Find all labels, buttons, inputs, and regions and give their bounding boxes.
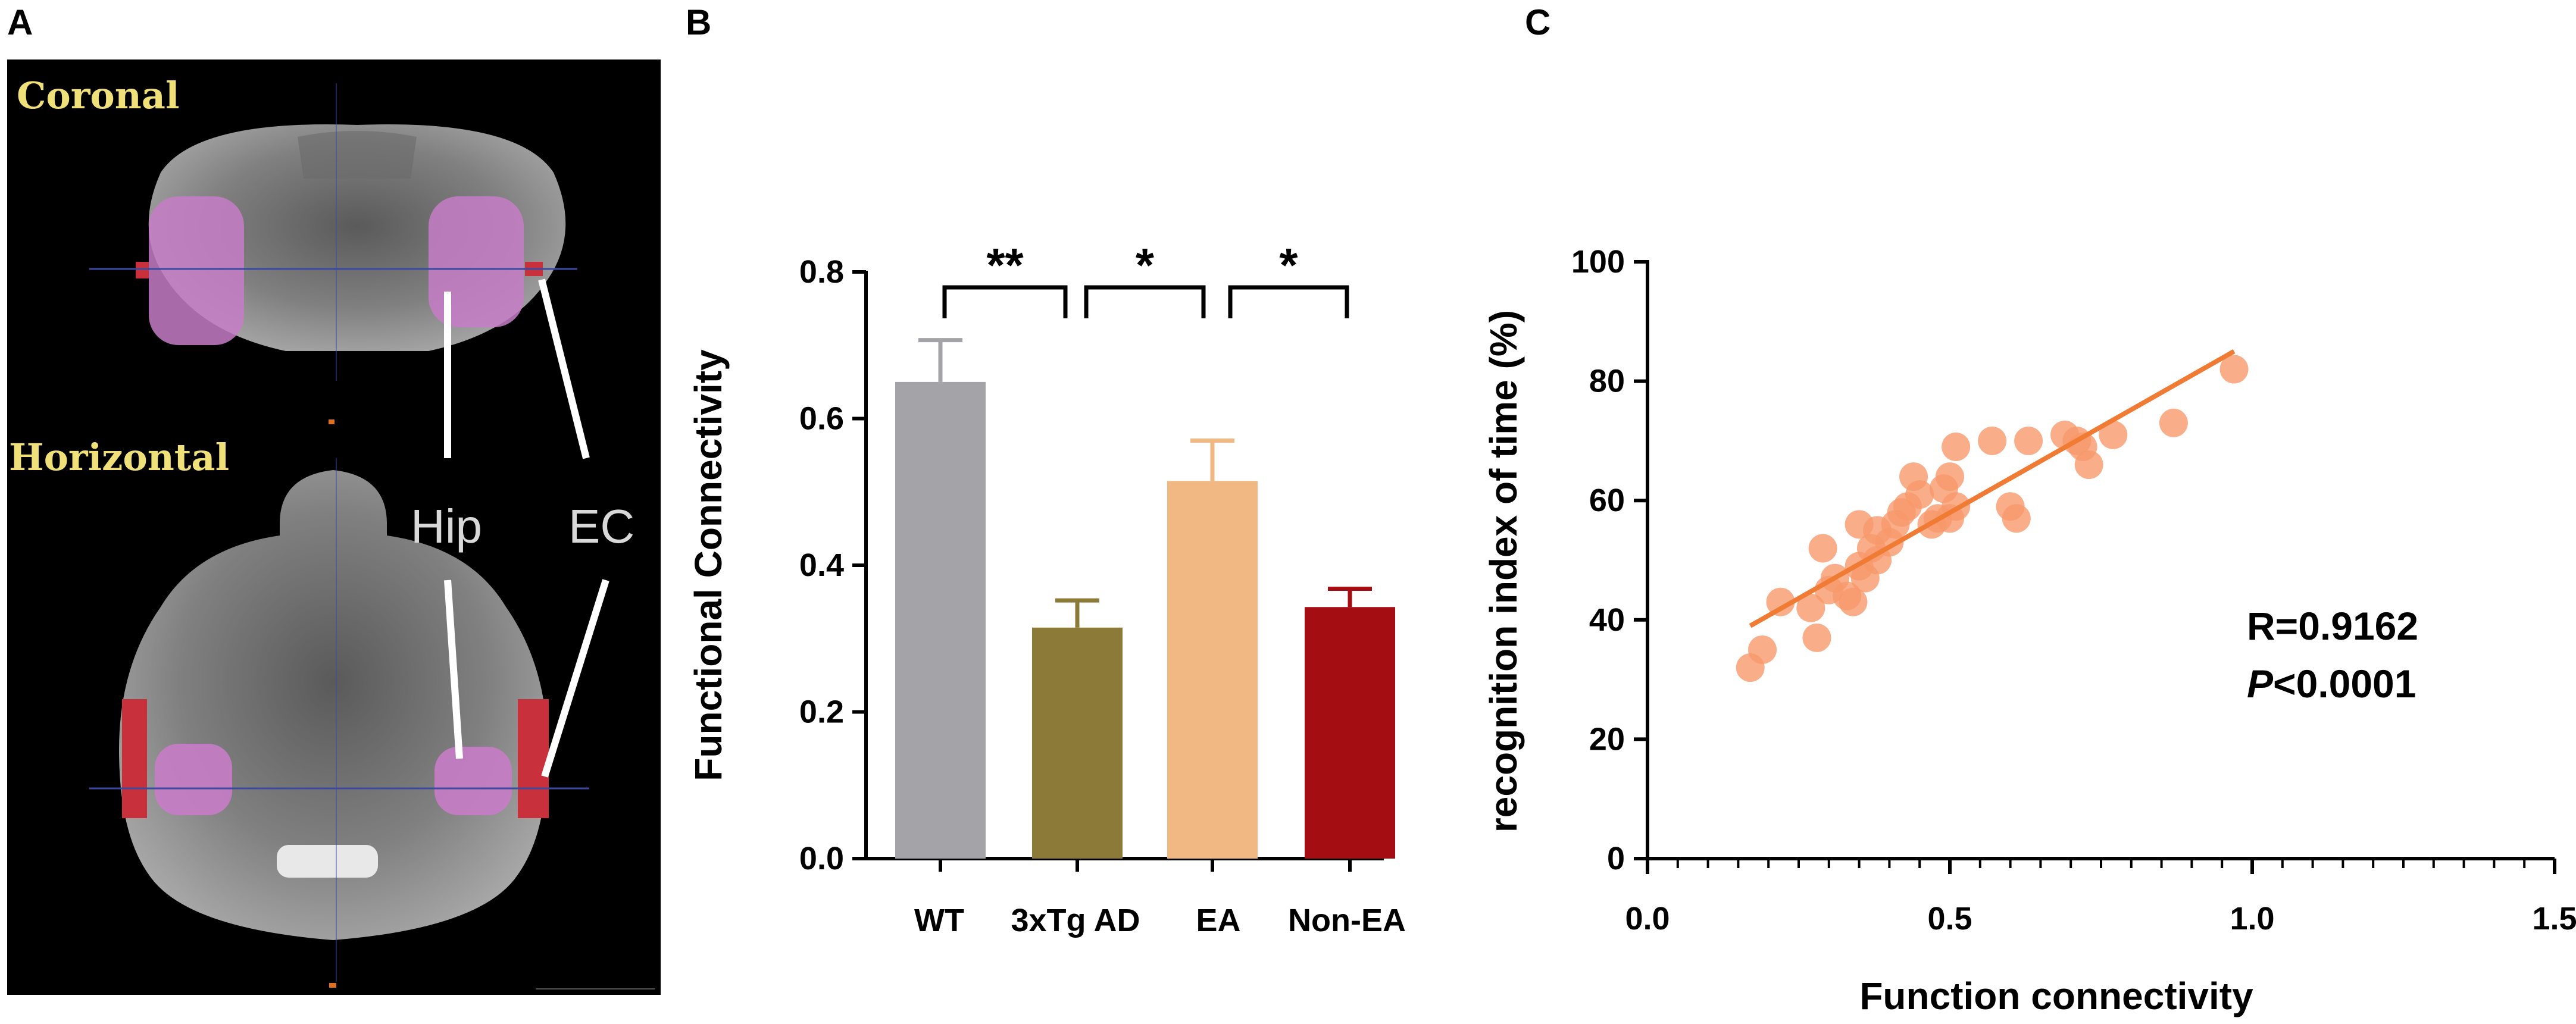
scatter-point: [1936, 462, 1964, 491]
p-value-symbol: P: [2247, 662, 2274, 706]
scatter-point: [1839, 587, 1868, 616]
scatter-point: [1802, 623, 1831, 652]
significance-marker: *: [1279, 239, 1298, 292]
hip-pointer-horizontal: [444, 580, 463, 759]
panel-c-label: C: [1525, 2, 1550, 42]
coronal-ec-left: [136, 262, 149, 278]
scatter-point: [2219, 355, 2249, 384]
horizontal-ec-right: [518, 699, 549, 818]
scatter-y-axis-title: recognition index of time (%): [1482, 310, 1525, 832]
orientation-marker-mid: [329, 419, 334, 424]
regression-line: [1749, 349, 2236, 628]
scatter-point: [1796, 593, 1825, 622]
bar: [895, 381, 986, 859]
bar-y-tick-label: 0.0: [799, 841, 844, 876]
scatter-y-tick-label: 60: [1589, 483, 1625, 518]
p-value: P<0.0001: [2247, 662, 2416, 706]
horizontal-ec-left: [122, 699, 147, 818]
bar-y-tick-label: 0.6: [799, 401, 844, 437]
bar-category-label: EA: [1196, 903, 1240, 938]
scatter-point: [1748, 635, 1777, 664]
significance-bracket: [1084, 285, 1206, 318]
horizontal-hip-right: [434, 747, 512, 815]
bar-category-label: Non-EA: [1288, 903, 1406, 938]
scatter-point: [1942, 432, 1971, 461]
coronal-label: Coronal: [17, 74, 180, 117]
bar-category-label: WT: [914, 903, 964, 938]
scatter-x-tick-label: 1.0: [2230, 901, 2274, 937]
scatter-x-axis-title: Function connectivity: [1859, 975, 2253, 1017]
bar-chart: Functional Connectivity 0.00.20.40.60.8 …: [687, 239, 1406, 938]
significance-marker: **: [986, 239, 1024, 292]
scatter-point: [1978, 426, 2007, 455]
horizontal-slice: [89, 419, 655, 989]
scatter-y-tick-label: 100: [1571, 244, 1625, 280]
scatter-x-tick-label: 1.5: [2532, 901, 2576, 937]
bar-y-tick-label: 0.2: [799, 694, 844, 730]
scatter-y-tick-label: 40: [1589, 602, 1625, 638]
scatter-point: [1766, 587, 1795, 616]
scatter-x-tick-label: 0.5: [1927, 901, 1972, 937]
scatter-x-tick-label: 0.0: [1625, 901, 1670, 937]
significance-bracket: [942, 285, 1068, 318]
significance-bracket: [1228, 285, 1349, 318]
scatter-point: [2099, 420, 2128, 449]
bar: [1305, 607, 1395, 859]
panel-b-label: B: [686, 2, 711, 42]
hip-label: Hip: [411, 500, 482, 553]
scatter-point: [2002, 504, 2031, 533]
significance-marker: *: [1136, 239, 1155, 292]
bar-y-axis-title: Functional Connectivity: [687, 349, 730, 781]
scatter-y-tick-label: 0: [1607, 841, 1625, 876]
p-value-number: <0.0001: [2273, 662, 2416, 706]
coronal-cortex-shade: [298, 131, 417, 179]
scatter-point: [1905, 480, 1934, 509]
orientation-marker-bottom: [329, 983, 336, 988]
scatter-chart: recognition index of time (%) Function c…: [1482, 244, 2576, 1017]
r-value: R=0.9162: [2247, 604, 2418, 648]
scatter-y-tick-label: 20: [1589, 721, 1625, 757]
scatter-point: [2159, 408, 2188, 437]
bar-y-tick-label: 0.8: [799, 254, 844, 290]
scatter-point: [2014, 426, 2043, 455]
bar-category-label: 3xTg AD: [1011, 903, 1140, 938]
scatter-y-tick-label: 80: [1589, 364, 1625, 399]
coronal-hip-right: [429, 196, 524, 327]
panel-a-label: A: [7, 2, 33, 42]
horizontal-label: Horizontal: [9, 436, 229, 479]
ec-pointer-horizontal: [541, 579, 609, 778]
horizontal-ventricle: [277, 845, 378, 878]
ec-label: EC: [568, 500, 634, 553]
bar: [1032, 627, 1123, 859]
bar-y-tick-label: 0.4: [799, 547, 844, 583]
coronal-hip-left: [149, 196, 244, 345]
panel-a-image: Coronal Horizontal Hip EC: [7, 60, 661, 995]
ec-pointer-coronal: [538, 278, 590, 459]
horizontal-brain: [119, 470, 548, 940]
horizontal-hip-left: [155, 744, 232, 815]
bar: [1167, 481, 1258, 859]
scatter-point: [2074, 450, 2103, 480]
coronal-slice: [89, 83, 577, 381]
scatter-point: [1808, 534, 1837, 563]
